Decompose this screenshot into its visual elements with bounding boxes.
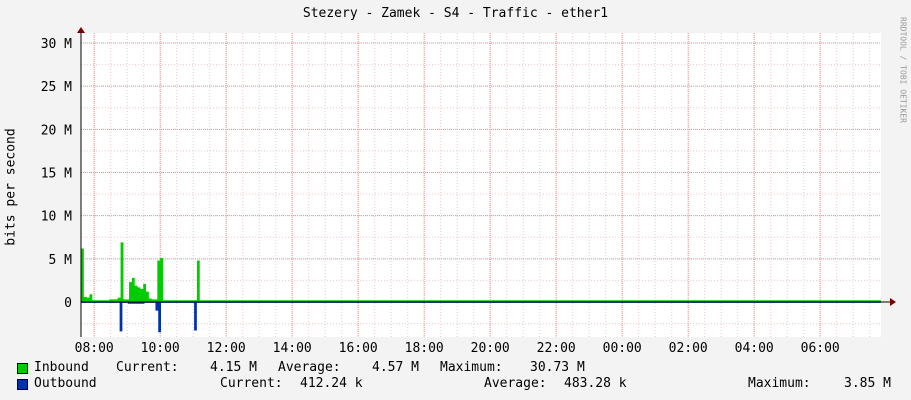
- y-axis-label: bits per second: [3, 128, 19, 246]
- plot-area: [81, 33, 881, 337]
- legend-inbound-maximum: 30.73 M: [530, 360, 585, 375]
- y-tick-label: 10 M: [41, 210, 72, 225]
- rrdtool-watermark: RRDTOOL / TOBI OETIKER: [898, 17, 908, 123]
- inbound-area: [81, 242, 881, 302]
- legend-outbound-current-label: Current:: [220, 376, 283, 391]
- legend-outbound-average: 483.28 k: [564, 376, 627, 391]
- legend-inbound-current-label: Current:: [116, 360, 179, 375]
- legend-inbound-average: 4.57 M: [372, 360, 419, 375]
- y-tick-label: 0: [64, 296, 72, 311]
- legend-outbound-name: Outbound: [34, 376, 97, 391]
- inbound-swatch: [17, 363, 28, 374]
- legend-inbound-current: 4.15 M: [210, 360, 257, 375]
- x-tick-label: 18:00: [405, 341, 444, 356]
- legend-inbound-name: Inbound: [34, 360, 89, 375]
- legend-inbound-average-label: Average:: [278, 360, 341, 375]
- x-tick-label: 16:00: [339, 341, 378, 356]
- legend-outbound-average-label: Average:: [484, 376, 547, 391]
- x-tick-label: 22:00: [537, 341, 576, 356]
- x-tick-label: 06:00: [801, 341, 840, 356]
- y-tick-label: 5 M: [49, 253, 73, 268]
- x-tick-label: 20:00: [471, 341, 510, 356]
- legend-outbound-current: 412.24 k: [300, 376, 363, 391]
- x-tick-label: 08:00: [75, 341, 114, 356]
- y-tick-label: 15 M: [41, 167, 72, 182]
- x-tick-label: 02:00: [669, 341, 708, 356]
- x-tick-label: 00:00: [603, 341, 642, 356]
- outbound-area: [81, 302, 881, 333]
- x-axis-arrow: [890, 298, 896, 306]
- y-tick-label: 25 M: [41, 80, 72, 95]
- y-tick-label: 20 M: [41, 123, 72, 138]
- x-tick-label: 04:00: [735, 341, 774, 356]
- legend-outbound-maximum: 3.85 M: [844, 376, 891, 391]
- x-tick-label: 12:00: [207, 341, 246, 356]
- legend-inbound-maximum-label: Maximum:: [440, 360, 503, 375]
- legend-outbound-maximum-label: Maximum:: [748, 376, 811, 391]
- x-tick-label: 14:00: [273, 341, 312, 356]
- outbound-swatch: [17, 379, 28, 390]
- y-tick-label: 30 M: [41, 37, 72, 52]
- chart-title: Stezery - Zamek - S4 - Traffic - ether1: [302, 6, 609, 21]
- y-axis-arrow: [77, 27, 85, 33]
- x-tick-label: 10:00: [141, 341, 180, 356]
